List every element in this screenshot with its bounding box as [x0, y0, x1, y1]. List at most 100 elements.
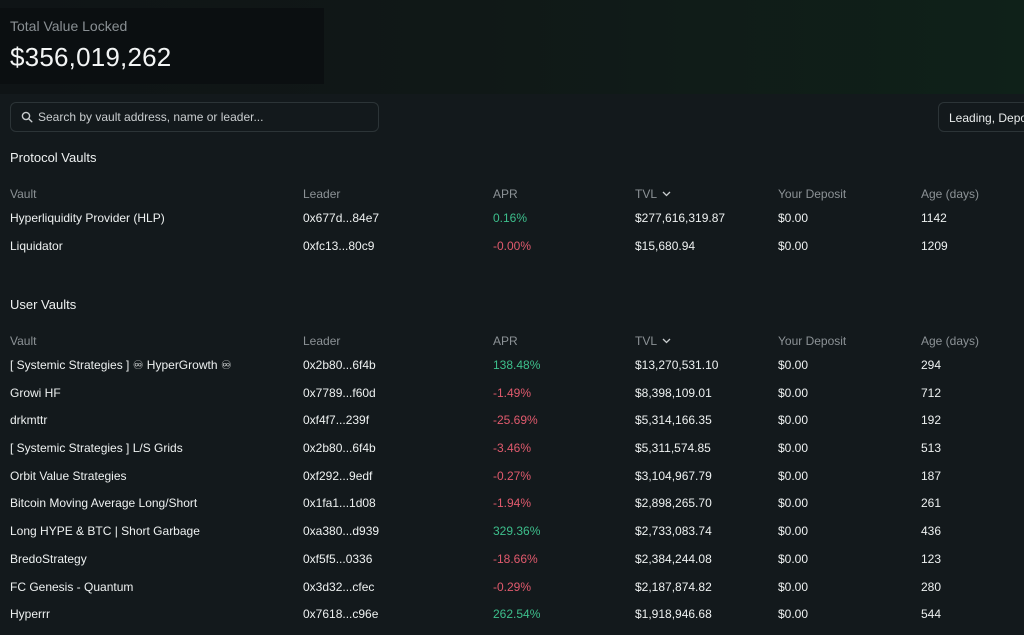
table-row[interactable]: Liquidator 0xfc13...80c9 -0.00% $15,680.94 $…	[0, 239, 1024, 267]
col-tvl-label: TVL	[635, 334, 658, 348]
apr-value: -25.69%	[493, 413, 538, 428]
apr-value: -0.00%	[493, 238, 532, 253]
vault-name: Bitcoin Moving Average Long/Short	[10, 496, 198, 511]
table-row[interactable]: Growi HF 0x7789...f60d -1.49% $8,398,109.01…	[0, 386, 1024, 414]
tvl-value: $2,898,265.70	[635, 496, 712, 511]
leader-address: 0xf5f5...0336	[303, 551, 373, 566]
apr-value: -18.66%	[493, 551, 538, 566]
age-value: 436	[921, 524, 942, 539]
tvl-value: $15,680.94	[635, 238, 696, 253]
col-deposit[interactable]: Your Deposit	[778, 187, 847, 201]
vault-name: [ Systemic Strategies ] ♾ HyperGrowth ♾	[10, 358, 232, 372]
user-rows: [ Systemic Strategies ] ♾ HyperGrowth ♾ 0…	[0, 358, 1024, 635]
apr-value: -0.29%	[493, 579, 532, 594]
table-row[interactable]: Bitcoin Moving Average Long/Short 0x1fa1.…	[0, 496, 1024, 524]
vault-name: FC Genesis - Quantum	[10, 579, 134, 594]
deposit-value: $0.00	[778, 468, 809, 483]
col-leader[interactable]: Leader	[303, 187, 341, 201]
col-deposit[interactable]: Your Deposit	[778, 334, 847, 348]
user-vaults-title: User Vaults	[10, 297, 77, 312]
vault-name: [ Systemic Strategies ] L/S Grids	[10, 441, 183, 456]
table-header: Vault Leader APR TVL Your Deposit Age (d…	[0, 187, 1024, 211]
leader-address: 0x2b80...6f4b	[303, 358, 376, 372]
col-apr[interactable]: APR	[493, 334, 518, 348]
deposit-value: $0.00	[778, 238, 809, 253]
table-row[interactable]: drkmttr 0xf4f7...239f -25.69% $5,314,166.35…	[0, 413, 1024, 441]
leader-address: 0x677d...84e7	[303, 211, 380, 225]
apr-value: -3.46%	[493, 441, 532, 456]
apr-value: 262.54%	[493, 607, 541, 622]
age-value: 294	[921, 358, 942, 372]
table-row[interactable]: Long HYPE & BTC | Short Garbage 0xa380...…	[0, 524, 1024, 552]
table-row[interactable]: BredoStrategy 0xf5f5...0336 -18.66% $2,384,…	[0, 552, 1024, 580]
leader-address: 0x1fa1...1d08	[303, 496, 376, 511]
filter-label: Leading, Depo	[949, 111, 1024, 125]
tvl-value: $277,616,319.87	[635, 211, 726, 225]
chevron-down-icon	[662, 338, 671, 344]
deposit-value: $0.00	[778, 524, 809, 539]
tvl-value: $2,187,874.82	[635, 579, 712, 594]
protocol-vaults-title: Protocol Vaults	[10, 150, 97, 165]
chevron-down-icon	[662, 191, 671, 197]
deposit-value: $0.00	[778, 441, 809, 456]
tvl-value: $1,918,946.68	[635, 607, 712, 622]
col-tvl[interactable]: TVL	[635, 334, 671, 348]
leader-address: 0x3d32...cfec	[303, 579, 375, 594]
table-row[interactable]: Hyperrr 0x7618...c96e 262.54% $1,918,946.68…	[0, 607, 1024, 635]
age-value: 187	[921, 468, 942, 483]
table-row[interactable]: Orbit Value Strategies 0xf292...9edf -0.27…	[0, 469, 1024, 497]
filter-dropdown[interactable]: Leading, Depo	[938, 102, 1024, 132]
tvl-value: $5,311,574.85	[635, 441, 711, 456]
tvl-value: $8,398,109.01	[635, 385, 712, 400]
col-vault[interactable]: Vault	[10, 187, 37, 201]
deposit-value: $0.00	[778, 413, 809, 428]
col-tvl[interactable]: TVL	[635, 187, 671, 201]
tvl-card: Total Value Locked $356,019,262	[0, 8, 324, 84]
protocol-rows: Hyperliquidity Provider (HLP) 0x677d...84…	[0, 211, 1024, 266]
leader-address: 0xfc13...80c9	[303, 238, 375, 253]
col-apr[interactable]: APR	[493, 187, 518, 201]
leader-address: 0xf4f7...239f	[303, 413, 370, 428]
leader-address: 0x2b80...6f4b	[303, 441, 376, 456]
age-value: 1209	[921, 238, 948, 253]
col-age[interactable]: Age (days)	[921, 187, 980, 201]
deposit-value: $0.00	[778, 496, 809, 511]
col-age[interactable]: Age (days)	[921, 334, 980, 348]
vault-name: Hyperrr	[10, 607, 51, 622]
vault-name: Orbit Value Strategies	[10, 468, 127, 483]
vault-name: BredoStrategy	[10, 551, 87, 566]
apr-value: 329.36%	[493, 524, 541, 539]
deposit-value: $0.00	[778, 607, 809, 622]
col-vault[interactable]: Vault	[10, 334, 37, 348]
age-value: 261	[921, 496, 942, 511]
vault-name: Hyperliquidity Provider (HLP)	[10, 211, 165, 225]
tvl-value: $2,384,244.08	[635, 551, 712, 566]
deposit-value: $0.00	[778, 358, 809, 372]
protocol-vaults-table: Vault Leader APR TVL Your Deposit Age (d…	[0, 187, 1024, 266]
age-value: 712	[921, 385, 942, 400]
vault-name: Liquidator	[10, 238, 63, 253]
age-value: 513	[921, 441, 942, 456]
col-leader[interactable]: Leader	[303, 334, 341, 348]
apr-value: 0.16%	[493, 211, 528, 225]
table-row[interactable]: [ Systemic Strategies ] L/S Grids 0x2b80.…	[0, 441, 1024, 469]
search-box[interactable]	[10, 102, 379, 132]
leader-address: 0xf292...9edf	[303, 468, 373, 483]
apr-value: 138.48%	[493, 358, 541, 372]
tvl-value: $5,314,166.35	[635, 413, 712, 428]
vault-name: drkmttr	[10, 413, 48, 428]
age-value: 544	[921, 607, 942, 622]
search-input[interactable]	[38, 103, 373, 131]
table-row[interactable]: FC Genesis - Quantum 0x3d32...cfec -0.29% $…	[0, 580, 1024, 608]
vault-name: Growi HF	[10, 385, 61, 400]
deposit-value: $0.00	[778, 385, 809, 400]
leader-address: 0x7789...f60d	[303, 385, 376, 400]
table-row[interactable]: Hyperliquidity Provider (HLP) 0x677d...84…	[0, 211, 1024, 239]
leader-address: 0xa380...d939	[303, 524, 380, 539]
tvl-value: $3,104,967.79	[635, 468, 712, 483]
col-tvl-label: TVL	[635, 187, 658, 201]
age-value: 192	[921, 413, 942, 428]
table-row[interactable]: [ Systemic Strategies ] ♾ HyperGrowth ♾ 0…	[0, 358, 1024, 386]
table-header: Vault Leader APR TVL Your Deposit Age (d…	[0, 334, 1024, 358]
